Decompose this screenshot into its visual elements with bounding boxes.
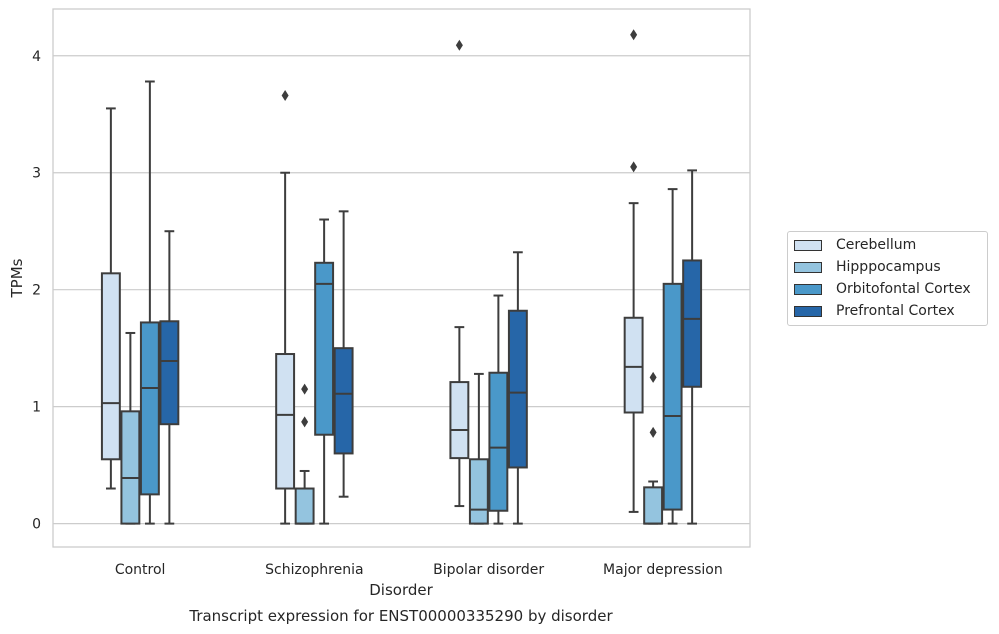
box-prefrontal-cortex-bipolar-disorder xyxy=(507,251,528,525)
legend-item-hippocampus: Hipppocampus xyxy=(794,258,941,276)
box-iqr xyxy=(333,347,354,455)
box-cerebellum-schizophrenia xyxy=(275,90,296,525)
y-tick-labels: 0 1 2 3 4 xyxy=(32,49,41,533)
box-iqr xyxy=(314,261,335,436)
box-iqr xyxy=(488,371,509,512)
box-prefrontal-cortex-major-depression xyxy=(682,169,703,525)
box-prefrontal-cortex-control xyxy=(159,230,180,525)
outlier-point xyxy=(455,39,463,51)
legend-label-orbitofrontal: Orbitofontal Cortex xyxy=(836,281,971,297)
box-orbitofontal-cortex-major-depression xyxy=(662,188,683,525)
x-tick-label: Bipolar disorder xyxy=(433,562,544,578)
box-hipppocampus-major-depression xyxy=(643,371,664,525)
outlier-point xyxy=(301,383,309,395)
box-iqr xyxy=(100,272,121,461)
box-iqr xyxy=(623,316,644,414)
outlier-point xyxy=(281,90,289,102)
box-iqr xyxy=(682,259,703,388)
y-tick-label: 1 xyxy=(32,400,41,416)
outlier-point xyxy=(630,161,638,173)
box-iqr xyxy=(275,353,296,490)
legend-swatch-hippocampus xyxy=(794,261,822,273)
x-tick-labels: Control Schizophrenia Bipolar disorder Majo… xyxy=(115,562,723,578)
box-iqr xyxy=(139,321,160,496)
outlier-point xyxy=(630,29,638,41)
x-tick-label: Major depression xyxy=(603,562,723,578)
box-orbitofontal-cortex-schizophrenia xyxy=(314,218,335,525)
box-iqr xyxy=(294,487,315,525)
legend-swatch-cerebellum xyxy=(794,239,822,251)
box-hipppocampus-bipolar-disorder xyxy=(468,372,489,525)
box-prefrontal-cortex-schizophrenia xyxy=(333,210,354,498)
box-cerebellum-major-depression xyxy=(623,29,644,513)
y-tick-label: 0 xyxy=(32,517,41,533)
box-iqr xyxy=(643,486,664,525)
x-tick-label: Control xyxy=(115,562,166,578)
outlier-point xyxy=(649,426,657,438)
box-iqr xyxy=(662,282,683,511)
box-series xyxy=(100,29,703,525)
legend-item-cerebellum: Cerebellum xyxy=(794,236,916,254)
box-iqr xyxy=(468,458,489,525)
y-tick-label: 3 xyxy=(32,166,41,182)
box-iqr xyxy=(507,309,528,469)
legend-item-orbitofrontal: Orbitofontal Cortex xyxy=(794,280,971,298)
box-cerebellum-control xyxy=(100,107,121,490)
chart-title: Transcript expression for ENST0000033529… xyxy=(188,607,613,625)
legend-label-hippocampus: Hipppocampus xyxy=(836,259,941,275)
y-tick-label: 4 xyxy=(32,49,41,65)
box-hipppocampus-control xyxy=(120,331,141,525)
legend-label-prefrontal: Prefrontal Cortex xyxy=(836,303,955,319)
box-cerebellum-bipolar-disorder xyxy=(449,39,470,508)
y-axis-label: TPMs xyxy=(8,258,26,298)
legend-label-cerebellum: Cerebellum xyxy=(836,237,917,253)
box-hipppocampus-schizophrenia xyxy=(294,383,315,525)
legend: Cerebellum Hipppocampus Orbitofontal Cor… xyxy=(787,231,988,326)
box-orbitofontal-cortex-control xyxy=(139,80,160,525)
legend-item-prefrontal: Prefrontal Cortex xyxy=(794,302,955,320)
y-tick-label: 2 xyxy=(32,283,41,299)
outlier-point xyxy=(649,371,657,383)
box-iqr xyxy=(449,381,470,460)
x-axis-label: Disorder xyxy=(369,581,433,599)
x-tick-label: Schizophrenia xyxy=(265,562,363,578)
box-iqr xyxy=(120,410,141,525)
box-orbitofontal-cortex-bipolar-disorder xyxy=(488,294,509,525)
box-iqr xyxy=(159,320,180,426)
legend-swatch-prefrontal xyxy=(794,305,822,317)
outlier-point xyxy=(301,416,309,428)
legend-swatch-orbitofrontal xyxy=(794,283,822,295)
